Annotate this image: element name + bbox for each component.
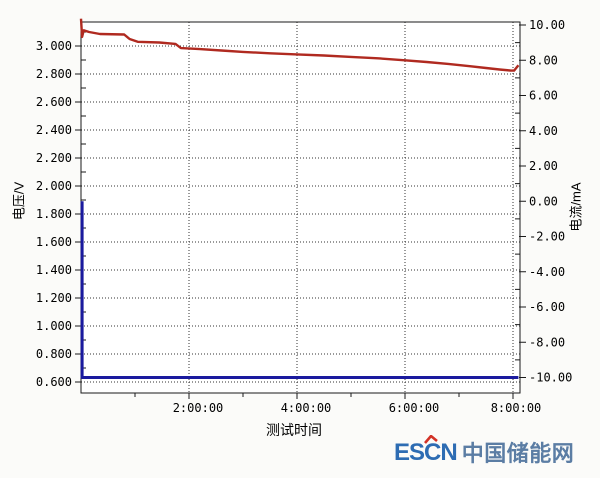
logo-acronym: ES C N — [394, 435, 458, 466]
right-axis-tick-label: 4.00 — [529, 124, 558, 138]
right-axis-tick-label: 0.00 — [529, 194, 558, 208]
left-axis-tick-label: 1.400 — [36, 263, 72, 277]
logo-brand-name: 中国储能网 — [461, 441, 575, 466]
left-axis-tick-label: 2.600 — [36, 95, 72, 109]
voltage-series-line — [79, 18, 520, 72]
right-axis-tick-label: 10.00 — [529, 18, 565, 32]
left-axis-tick-label: 1.600 — [36, 235, 72, 249]
right-axis-tick-label: 8.00 — [529, 53, 558, 67]
current-series-line — [80, 201, 519, 379]
x-axis-tick-label: 2:00:00 — [173, 401, 224, 415]
left-axis-tick-label: 2.400 — [36, 123, 72, 137]
x-axis-tick-label: 4:00:00 — [281, 401, 332, 415]
x-axis-tick-label: 8:00:00 — [491, 401, 542, 415]
left-axis-tick-label: 2.800 — [36, 67, 72, 81]
right-axis-title: 电流/mA — [568, 182, 584, 232]
left-axis-tick-label: 2.200 — [36, 151, 72, 165]
right-axis-tick-label: -2.00 — [529, 230, 565, 244]
left-axis-tick-label: 1.200 — [36, 291, 72, 305]
right-axis-tick-label: -8.00 — [529, 335, 565, 349]
right-axis-tick-label: 2.00 — [529, 159, 558, 173]
plot-area — [81, 22, 520, 393]
right-axis-tick-label: -10.00 — [529, 371, 572, 385]
logo-accent-letter: C — [424, 435, 441, 465]
right-axis-tick-label: -6.00 — [529, 300, 565, 314]
left-axis-tick-label: 1.000 — [36, 319, 72, 333]
left-axis-title: 电压/V — [11, 181, 27, 221]
right-axis-tick-label: 6.00 — [529, 89, 558, 103]
logo-accent-hat-icon — [424, 435, 438, 444]
left-axis-tick-label: 2.000 — [36, 179, 72, 193]
left-axis-tick-label: 3.000 — [36, 39, 72, 53]
right-axis-tick-label: -4.00 — [529, 265, 565, 279]
left-axis-tick-label: 0.800 — [36, 347, 72, 361]
x-axis-tick-label: 6:00:00 — [389, 401, 440, 415]
logo-acronym-prefix: ES — [394, 439, 425, 466]
left-axis-tick-label: 1.800 — [36, 207, 72, 221]
x-axis-title: 测试时间 — [266, 422, 322, 438]
logo-acronym-suffix: N — [440, 439, 457, 466]
watermark-logo: ES C N 中国储能网 — [394, 435, 575, 466]
left-axis-tick-label: 0.600 — [36, 375, 72, 389]
